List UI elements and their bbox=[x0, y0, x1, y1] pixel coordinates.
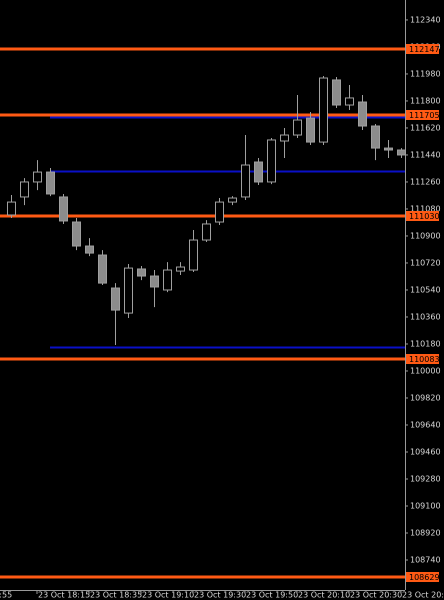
candle-body bbox=[228, 197, 237, 203]
candle-body bbox=[189, 239, 198, 271]
candle-body bbox=[384, 147, 393, 151]
x-tick-label: 23 Oct 18:15 bbox=[38, 591, 90, 600]
y-tick-label: 111440 bbox=[410, 150, 441, 159]
candle-body bbox=[150, 275, 159, 288]
candle-body bbox=[59, 196, 68, 222]
candle-body bbox=[20, 181, 29, 198]
y-tick-label: 111980 bbox=[410, 69, 441, 78]
y-tick-label: 110360 bbox=[410, 312, 441, 321]
y-tick-label: 108920 bbox=[410, 528, 441, 537]
candle-body bbox=[33, 171, 42, 183]
y-tick-label: 111800 bbox=[410, 96, 441, 105]
y-tick-label: 110720 bbox=[410, 258, 441, 267]
y-tick-label: 111080 bbox=[410, 204, 441, 213]
candle-body bbox=[46, 171, 55, 195]
x-tick-label: 23 Oct 19:10 bbox=[142, 591, 194, 600]
candle-body bbox=[254, 161, 263, 183]
candle-body bbox=[176, 266, 185, 272]
candle-body bbox=[371, 125, 380, 149]
candle-body bbox=[72, 221, 81, 247]
candle-body bbox=[7, 201, 16, 216]
level-label-box bbox=[406, 44, 439, 54]
y-tick-label: 108740 bbox=[410, 555, 441, 564]
x-tick-label: 23 Oct 19:30 bbox=[194, 591, 246, 600]
y-tick-label: 110540 bbox=[410, 285, 441, 294]
candle-body bbox=[111, 287, 120, 311]
y-tick-label: 111260 bbox=[410, 177, 441, 186]
candle-body bbox=[163, 269, 172, 291]
candle-body bbox=[98, 254, 107, 284]
y-tick-label: 112340 bbox=[410, 15, 441, 24]
candle-body bbox=[319, 77, 328, 143]
candle-body bbox=[267, 139, 276, 183]
candle-body bbox=[306, 117, 315, 143]
x-tick-label: 23 Oct 20:10 bbox=[298, 591, 350, 600]
candle-body bbox=[332, 79, 341, 106]
y-tick-label: 111620 bbox=[410, 123, 441, 132]
y-tick-label: 109280 bbox=[410, 474, 441, 483]
y-tick-label: 109640 bbox=[410, 420, 441, 429]
level-label-box bbox=[406, 110, 439, 120]
level-label: 111030 bbox=[409, 212, 440, 221]
y-tick-label: 109820 bbox=[410, 393, 441, 402]
y-tick-label: 109460 bbox=[410, 447, 441, 456]
candle-body bbox=[241, 164, 250, 198]
x-tick-label: 23 Oct 17:55 bbox=[0, 591, 12, 600]
x-tick-label: 23 Oct 20:50 bbox=[402, 591, 444, 600]
candle-body bbox=[293, 119, 302, 136]
candle-body bbox=[345, 97, 354, 106]
x-tick-label: 23 Oct 19:50 bbox=[246, 591, 298, 600]
y-tick-label: 110000 bbox=[410, 366, 441, 375]
candle-body bbox=[202, 223, 211, 241]
x-tick-label: 23 Oct 20:30 bbox=[350, 591, 402, 600]
level-label-box bbox=[406, 572, 439, 582]
candle-body bbox=[280, 134, 289, 142]
y-tick-label: 110900 bbox=[410, 231, 441, 240]
candle-body bbox=[85, 245, 94, 254]
level-label: 110083 bbox=[409, 355, 440, 364]
level-label-box bbox=[406, 211, 439, 221]
x-tick-label: 23 Oct 18:35 bbox=[90, 591, 142, 600]
level-label: 108629 bbox=[409, 573, 440, 582]
candle-body bbox=[215, 201, 224, 223]
candle-body bbox=[124, 267, 133, 314]
y-tick-label: 110180 bbox=[410, 339, 441, 348]
level-label-box bbox=[406, 354, 439, 364]
candle-body bbox=[358, 101, 367, 127]
y-tick-label: 109100 bbox=[410, 501, 441, 510]
candle-body bbox=[397, 149, 406, 156]
candle-body bbox=[137, 268, 146, 277]
level-label: 111705 bbox=[409, 111, 440, 120]
level-label: 112147 bbox=[409, 45, 440, 54]
